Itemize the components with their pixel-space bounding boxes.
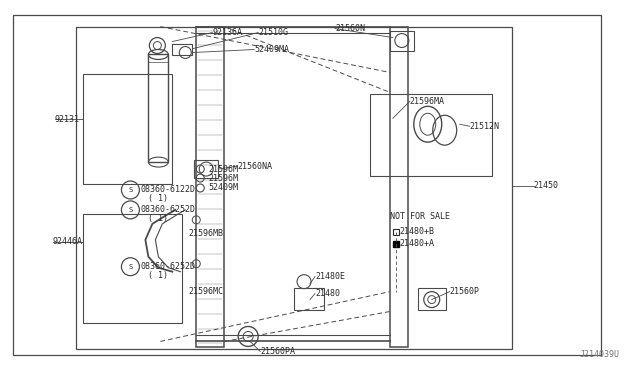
Text: 21480+B: 21480+B [400,227,435,236]
Bar [390,31,414,51]
Bar [195,160,218,178]
Bar [148,54,168,162]
Text: S: S [128,207,132,213]
Bar [370,94,492,176]
Text: S: S [128,264,132,270]
Text: 21560NA: 21560NA [237,161,272,171]
Text: S: S [128,187,132,193]
Text: 21450: 21450 [534,182,559,190]
Text: 21560PA: 21560PA [260,347,295,356]
Bar [83,214,182,324]
Bar [294,288,324,310]
Bar [418,288,445,310]
Text: ( 1): ( 1) [148,214,168,223]
Text: 21596MB: 21596MB [188,229,223,238]
Bar [83,74,172,184]
Text: ( 1): ( 1) [148,195,168,203]
Text: 08360-6122D: 08360-6122D [140,186,195,195]
Text: NOT FOR SALE: NOT FOR SALE [390,212,450,221]
Text: 08360-6252D: 08360-6252D [140,262,195,271]
Text: 21596MC: 21596MC [188,287,223,296]
Text: 21510G: 21510G [258,28,288,37]
Text: 92446A: 92446A [52,237,83,246]
Text: 52409MA: 52409MA [254,45,289,54]
Text: 08360-6252D: 08360-6252D [140,205,195,214]
Text: ( 1): ( 1) [148,271,168,280]
Text: 92136A: 92136A [212,28,242,37]
Text: 21596MA: 21596MA [410,97,445,106]
Text: 92131: 92131 [54,115,79,124]
Bar [196,26,224,347]
Text: 21480: 21480 [315,289,340,298]
Text: 21560N: 21560N [335,24,365,33]
Bar [172,44,192,55]
Text: 21560P: 21560P [450,287,480,296]
Text: 21480E: 21480E [315,272,345,281]
Text: J214039U: J214039U [579,350,620,359]
Text: 52409M: 52409M [208,183,238,192]
Text: 21596M: 21596M [208,164,238,174]
Text: 21596M: 21596M [208,173,238,183]
Text: 21480+A: 21480+A [400,239,435,248]
Text: 21512N: 21512N [470,122,500,131]
Bar [76,26,511,349]
Bar [390,26,408,347]
